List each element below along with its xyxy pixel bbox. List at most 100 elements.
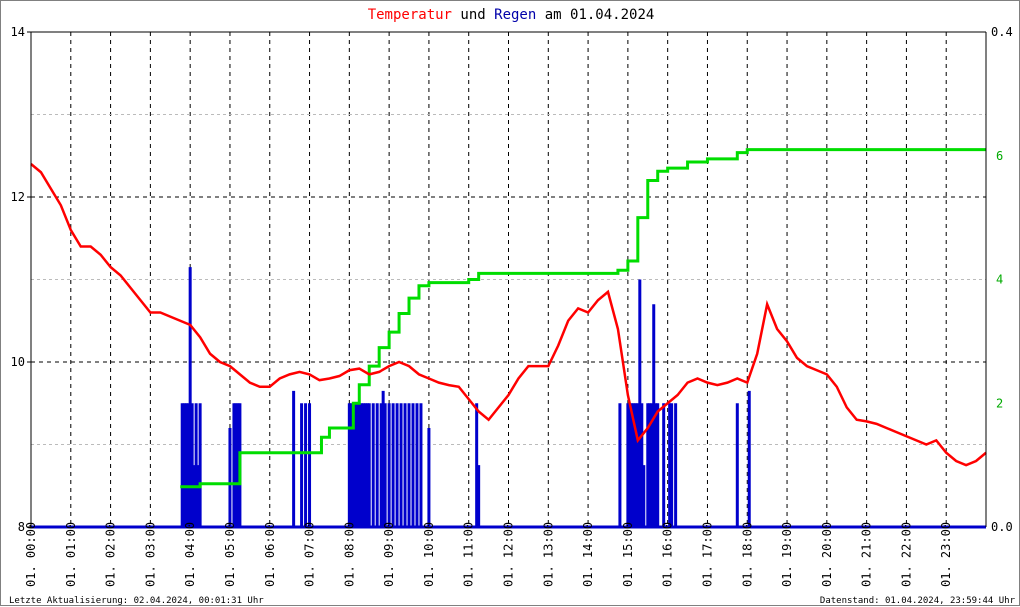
rain-bar [640,403,644,527]
rain-bar [349,403,353,527]
y-right-tick-label: 0.4 [991,25,1013,39]
title-und: und [452,7,494,23]
x-tick-label: 01. 12:00 [502,522,516,587]
rain-bar [194,403,198,527]
x-tick-label: 01. 00:00 [24,522,38,587]
x-tick-label: 01. 16:00 [661,522,675,587]
title-date: am 01.04.2024 [536,7,654,23]
rain-bar [626,403,630,527]
x-tick-label: 01. 21:00 [860,522,874,587]
rain-bar [735,403,739,527]
rain-bar [198,403,202,527]
rain-bar [636,403,640,527]
rain-bar [654,403,658,527]
x-tick-label: 01. 18:00 [740,522,754,587]
y-right-sum-tick-label: 6 [996,149,1003,163]
rain-bar [652,304,656,527]
rain-bar [184,403,188,527]
rain-bar [415,403,419,527]
rain-bar [351,403,355,527]
y-left-tick-label: 8 [18,520,25,534]
rain-bar [347,403,351,527]
title-regen: Regen [494,7,536,23]
rain-bar [399,403,403,527]
rain-bar [236,403,240,527]
rain-bar [180,403,184,527]
rain-bar [395,403,399,527]
rain-bar [361,403,365,527]
rain-bar [371,403,375,527]
rain-bar [628,403,632,527]
rain-bar [618,403,622,527]
y-left-tick-label: 12 [11,190,25,204]
chart-title: Temperatur und Regen am 01.04.2024 [368,7,655,23]
rain-bar [363,403,367,527]
x-tick-label: 01. 07:00 [303,522,317,587]
rain-bar [650,403,654,527]
x-tick-label: 01. 04:00 [183,522,197,587]
x-tick-label: 01. 17:00 [700,522,714,587]
rain-bar [383,403,387,527]
axes: 8 10 12 14 0.0 0.4 2 4 6 01. 00:00 01. 01:00 01. 02… [11,25,1013,587]
y-right-sum-tick-label: 4 [996,273,1003,287]
rain-sum-line [180,148,986,489]
rain-bar [475,403,479,527]
rain-bar [365,403,369,527]
rain-bar [648,403,652,527]
footer-last-update: Letzte Aktualisierung: 02.04.2024, 00:01… [9,596,264,606]
rain-bar [228,428,232,527]
rain-bar [355,403,359,527]
rain-bar [632,403,636,527]
x-tick-label: 01. 02:00 [104,522,118,587]
rain-bar [232,403,236,527]
rain-bar [427,428,431,527]
rain-bar [387,403,391,527]
rain-bar [656,403,660,527]
footer-data-status: Datenstand: 01.04.2024, 23:59:44 Uhr [820,596,1016,606]
rain-bar [391,403,395,527]
rain-bar [375,403,379,527]
y-right-tick-label: 0.0 [991,520,1013,534]
x-tick-label: 01. 20:00 [820,522,834,587]
rain-bar [379,403,383,527]
rain-bar [357,403,361,527]
rain-bar [353,403,357,527]
rain-bar [308,403,312,527]
rain-bar [477,465,481,527]
rain-bar [192,465,196,527]
rain-bar [304,403,308,527]
rain-bar [674,403,678,527]
rain-bar [634,403,638,527]
rain-bar [638,279,642,527]
rain-bar [411,403,415,527]
rain-bar [182,403,186,527]
x-tick-label: 01. 19:00 [780,522,794,587]
x-tick-label: 01. 01:00 [64,522,78,587]
rain-bar [367,403,371,527]
rain-bar [407,403,411,527]
x-tick-label: 01. 09:00 [382,522,396,587]
x-tick-label: 01. 22:00 [899,522,913,587]
grid [31,32,986,527]
rain-bar [359,403,363,527]
rain-bar [234,403,238,527]
rain-bar [196,465,200,527]
x-tick-label: 01. 06:00 [263,522,277,587]
rain-bar [292,390,296,527]
x-tick-label: 01. 14:00 [581,522,595,587]
x-tick-label: 01. 13:00 [541,522,555,587]
rain-bar [419,403,423,527]
temperature-line [30,163,987,467]
rain-bar [662,403,666,527]
x-tick-label: 01. 05:00 [223,522,237,587]
x-tick-label: 01. 10:00 [422,522,436,587]
y-left-tick-label: 14 [11,25,25,39]
rain-bar [403,403,407,527]
x-tick-label: 01. 15:00 [621,522,635,587]
rain-bar [300,403,304,527]
rain-bar [646,403,650,527]
rain-bar [668,403,672,527]
rain-bar [188,267,192,527]
